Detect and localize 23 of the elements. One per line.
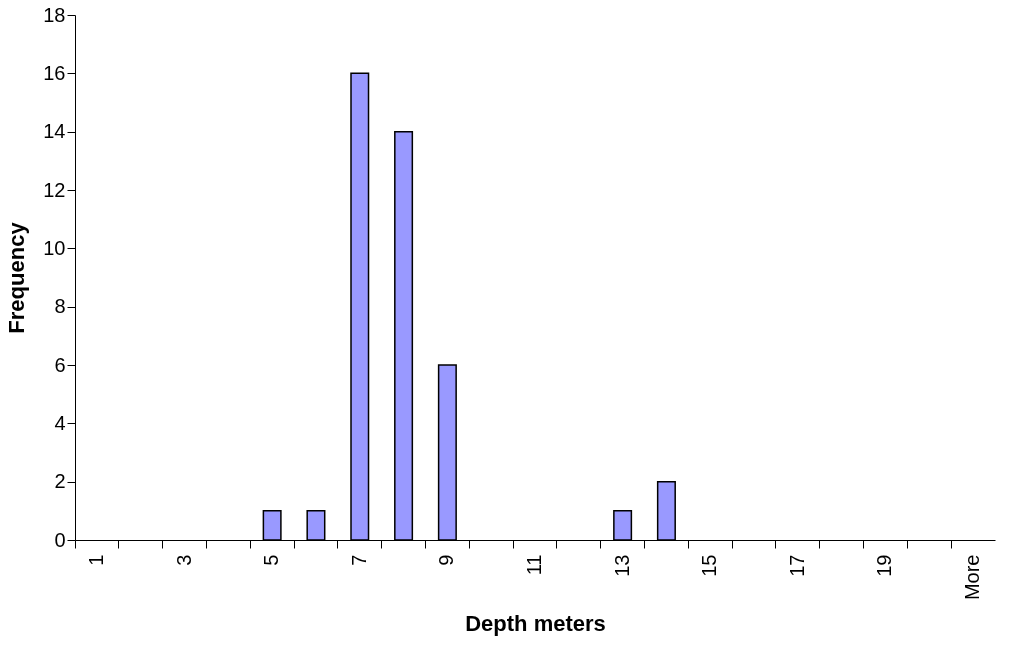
y-tick-label: 2: [54, 470, 66, 493]
y-tick-label: 18: [43, 3, 66, 26]
x-tick-label: 7: [347, 554, 370, 566]
x-tick-label: 15: [698, 554, 721, 577]
y-tick-label: 4: [54, 411, 66, 434]
x-tick-label: 11: [523, 554, 545, 576]
x-tick-label: More: [961, 554, 984, 601]
x-axis-title: Depth meters: [465, 611, 606, 637]
x-tick-label: 3: [172, 554, 195, 566]
x-tick-label: 5: [260, 554, 283, 566]
x-tick-label: 9: [435, 554, 458, 566]
y-tick-label: 10: [43, 236, 66, 259]
x-tick-label: 19: [873, 554, 896, 577]
y-tick-label: 14: [43, 120, 66, 143]
y-tick-label: 6: [54, 353, 66, 376]
y-tick-label: 8: [54, 295, 66, 318]
y-tick-label: 0: [54, 528, 66, 551]
y-axis-title: Frequency: [4, 221, 30, 334]
x-tick-label: 13: [610, 554, 633, 577]
x-tick-label: 17: [785, 554, 808, 577]
y-tick-label: 16: [43, 61, 66, 84]
x-tick-label: 1: [84, 554, 107, 566]
y-tick-label: 12: [43, 178, 66, 201]
